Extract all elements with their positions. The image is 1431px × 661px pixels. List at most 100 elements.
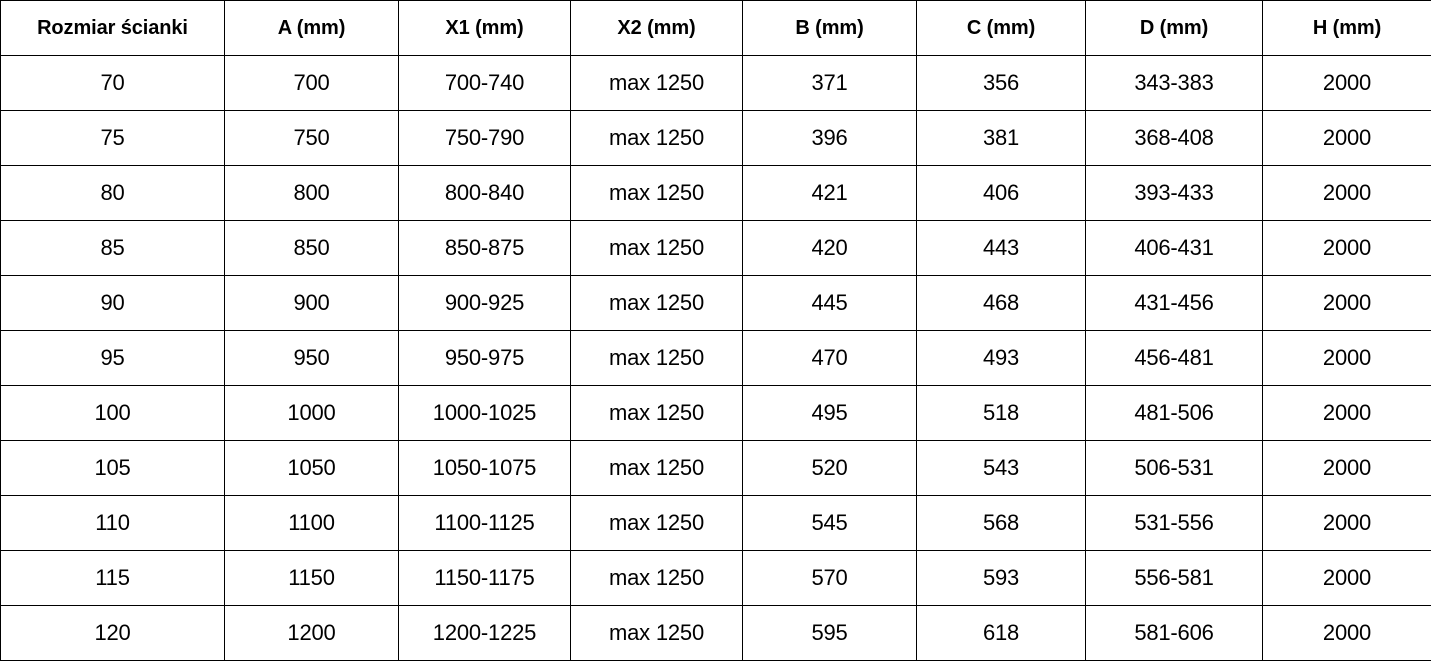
cell-a: 900	[225, 276, 399, 331]
cell-x1: 1000-1025	[399, 386, 571, 441]
cell-a: 850	[225, 221, 399, 276]
table-row: 85 850 850-875 max 1250 420 443 406-431 …	[1, 221, 1431, 276]
table-row: 115 1150 1150-1175 max 1250 570 593 556-…	[1, 551, 1431, 606]
cell-c: 356	[917, 56, 1086, 111]
cell-rozmiar-scianki: 115	[1, 551, 225, 606]
cell-a: 750	[225, 111, 399, 166]
table-row: 105 1050 1050-1075 max 1250 520 543 506-…	[1, 441, 1431, 496]
cell-c: 593	[917, 551, 1086, 606]
cell-c: 543	[917, 441, 1086, 496]
cell-x2: max 1250	[571, 331, 743, 386]
table-header: Rozmiar ścianki A (mm) X1 (mm) X2 (mm) B…	[1, 1, 1431, 56]
cell-c: 406	[917, 166, 1086, 221]
cell-c: 518	[917, 386, 1086, 441]
cell-rozmiar-scianki: 75	[1, 111, 225, 166]
cell-a: 1200	[225, 606, 399, 661]
cell-a: 1000	[225, 386, 399, 441]
cell-d: 506-531	[1086, 441, 1263, 496]
column-header-d: D (mm)	[1086, 1, 1263, 56]
cell-x2: max 1250	[571, 56, 743, 111]
cell-x1: 700-740	[399, 56, 571, 111]
cell-x1: 1050-1075	[399, 441, 571, 496]
cell-h: 2000	[1263, 56, 1431, 111]
cell-a: 950	[225, 331, 399, 386]
cell-c: 468	[917, 276, 1086, 331]
column-header-b: B (mm)	[743, 1, 917, 56]
column-header-x2: X2 (mm)	[571, 1, 743, 56]
cell-d: 456-481	[1086, 331, 1263, 386]
table-row: 95 950 950-975 max 1250 470 493 456-481 …	[1, 331, 1431, 386]
cell-h: 2000	[1263, 441, 1431, 496]
table-row: 70 700 700-740 max 1250 371 356 343-383 …	[1, 56, 1431, 111]
cell-x1: 750-790	[399, 111, 571, 166]
cell-b: 545	[743, 496, 917, 551]
cell-c: 443	[917, 221, 1086, 276]
cell-c: 381	[917, 111, 1086, 166]
cell-rozmiar-scianki: 105	[1, 441, 225, 496]
cell-x1: 1200-1225	[399, 606, 571, 661]
cell-x2: max 1250	[571, 606, 743, 661]
cell-rozmiar-scianki: 100	[1, 386, 225, 441]
column-header-x1: X1 (mm)	[399, 1, 571, 56]
cell-x1: 800-840	[399, 166, 571, 221]
cell-h: 2000	[1263, 386, 1431, 441]
cell-h: 2000	[1263, 496, 1431, 551]
cell-a: 1150	[225, 551, 399, 606]
cell-rozmiar-scianki: 110	[1, 496, 225, 551]
cell-h: 2000	[1263, 606, 1431, 661]
cell-x2: max 1250	[571, 441, 743, 496]
cell-rozmiar-scianki: 80	[1, 166, 225, 221]
cell-b: 595	[743, 606, 917, 661]
cell-rozmiar-scianki: 70	[1, 56, 225, 111]
cell-x1: 950-975	[399, 331, 571, 386]
cell-x1: 850-875	[399, 221, 571, 276]
table-row: 80 800 800-840 max 1250 421 406 393-433 …	[1, 166, 1431, 221]
cell-b: 421	[743, 166, 917, 221]
cell-b: 371	[743, 56, 917, 111]
cell-d: 556-581	[1086, 551, 1263, 606]
cell-h: 2000	[1263, 166, 1431, 221]
cell-c: 493	[917, 331, 1086, 386]
cell-h: 2000	[1263, 551, 1431, 606]
table-row: 110 1100 1100-1125 max 1250 545 568 531-…	[1, 496, 1431, 551]
cell-b: 520	[743, 441, 917, 496]
cell-b: 495	[743, 386, 917, 441]
cell-rozmiar-scianki: 90	[1, 276, 225, 331]
cell-x1: 900-925	[399, 276, 571, 331]
cell-h: 2000	[1263, 331, 1431, 386]
table-row: 100 1000 1000-1025 max 1250 495 518 481-…	[1, 386, 1431, 441]
cell-x2: max 1250	[571, 496, 743, 551]
cell-rozmiar-scianki: 85	[1, 221, 225, 276]
cell-d: 481-506	[1086, 386, 1263, 441]
cell-rozmiar-scianki: 120	[1, 606, 225, 661]
table-header-row: Rozmiar ścianki A (mm) X1 (mm) X2 (mm) B…	[1, 1, 1431, 56]
cell-rozmiar-scianki: 95	[1, 331, 225, 386]
column-header-rozmiar-scianki: Rozmiar ścianki	[1, 1, 225, 56]
cell-a: 1100	[225, 496, 399, 551]
column-header-a: A (mm)	[225, 1, 399, 56]
cell-d: 368-408	[1086, 111, 1263, 166]
cell-d: 343-383	[1086, 56, 1263, 111]
cell-b: 470	[743, 331, 917, 386]
cell-x2: max 1250	[571, 166, 743, 221]
cell-x2: max 1250	[571, 111, 743, 166]
cell-d: 393-433	[1086, 166, 1263, 221]
table-row: 75 750 750-790 max 1250 396 381 368-408 …	[1, 111, 1431, 166]
table-row: 90 900 900-925 max 1250 445 468 431-456 …	[1, 276, 1431, 331]
cell-x2: max 1250	[571, 551, 743, 606]
cell-d: 431-456	[1086, 276, 1263, 331]
cell-a: 700	[225, 56, 399, 111]
cell-b: 570	[743, 551, 917, 606]
cell-a: 800	[225, 166, 399, 221]
table-row: 120 1200 1200-1225 max 1250 595 618 581-…	[1, 606, 1431, 661]
cell-x2: max 1250	[571, 221, 743, 276]
cell-h: 2000	[1263, 221, 1431, 276]
cell-d: 406-431	[1086, 221, 1263, 276]
cell-c: 568	[917, 496, 1086, 551]
column-header-h: H (mm)	[1263, 1, 1431, 56]
cell-x2: max 1250	[571, 386, 743, 441]
cell-d: 581-606	[1086, 606, 1263, 661]
cell-b: 420	[743, 221, 917, 276]
cell-x1: 1150-1175	[399, 551, 571, 606]
